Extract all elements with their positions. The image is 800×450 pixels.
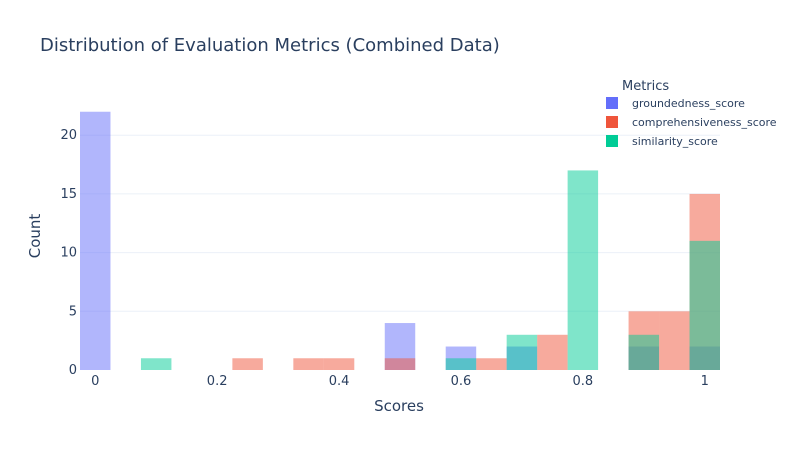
legend[interactable]: Metrics groundedness_score comprehensiven…: [606, 79, 777, 148]
bar-comprehensiveness_score[interactable]: [232, 358, 263, 370]
x-axis-ticks: 0 0.2 0.4 0.6 0.8 1: [91, 374, 709, 389]
bar-similarity_score[interactable]: [628, 334, 660, 370]
y-tick-label: 10: [60, 246, 77, 261]
gridlines: [80, 134, 720, 312]
legend-item-groundedness_score[interactable]: groundedness_score: [606, 97, 745, 110]
bar-groundedness_score[interactable]: [80, 111, 111, 370]
legend-swatch: [606, 97, 618, 109]
legend-item-comprehensiveness_score[interactable]: comprehensiveness_score: [606, 116, 777, 129]
legend-label: groundedness_score: [632, 97, 745, 110]
bar-comprehensiveness_score[interactable]: [659, 311, 690, 370]
legend-swatch: [606, 116, 618, 128]
y-tick-label: 5: [69, 304, 77, 319]
bar-similarity_score[interactable]: [140, 358, 172, 370]
y-tick-label: 20: [60, 128, 77, 143]
legend-label: similarity_score: [632, 135, 718, 148]
legend-swatch: [606, 135, 618, 147]
bars-layer: [80, 111, 720, 370]
y-axis-ticks: 0 5 10 15 20: [60, 128, 77, 378]
y-axis-title: Count: [26, 214, 44, 259]
legend-title: Metrics: [622, 79, 669, 94]
bar-similarity_score[interactable]: [445, 358, 477, 370]
bar-similarity_score[interactable]: [567, 170, 599, 370]
bar-comprehensiveness_score[interactable]: [323, 358, 355, 370]
legend-label: comprehensiveness_score: [632, 116, 777, 129]
x-axis-title: Scores: [374, 397, 424, 415]
bar-comprehensiveness_score[interactable]: [476, 358, 507, 370]
x-tick-label: 0: [91, 374, 99, 389]
chart-title: Distribution of Evaluation Metrics (Comb…: [40, 35, 500, 56]
legend-item-similarity_score[interactable]: similarity_score: [606, 135, 718, 148]
x-tick-label: 0.8: [573, 374, 594, 389]
x-tick-label: 0.4: [329, 374, 350, 389]
bar-similarity_score[interactable]: [506, 334, 538, 370]
y-tick-label: 15: [60, 187, 77, 202]
bar-comprehensiveness_score[interactable]: [293, 358, 324, 370]
bar-comprehensiveness_score[interactable]: [537, 334, 568, 370]
y-tick-label: 0: [69, 363, 77, 378]
x-tick-label: 0.2: [207, 374, 228, 389]
x-tick-label: 1: [701, 374, 709, 389]
x-tick-label: 0.6: [451, 374, 472, 389]
bar-similarity_score[interactable]: [689, 240, 720, 370]
bar-comprehensiveness_score[interactable]: [384, 358, 416, 370]
